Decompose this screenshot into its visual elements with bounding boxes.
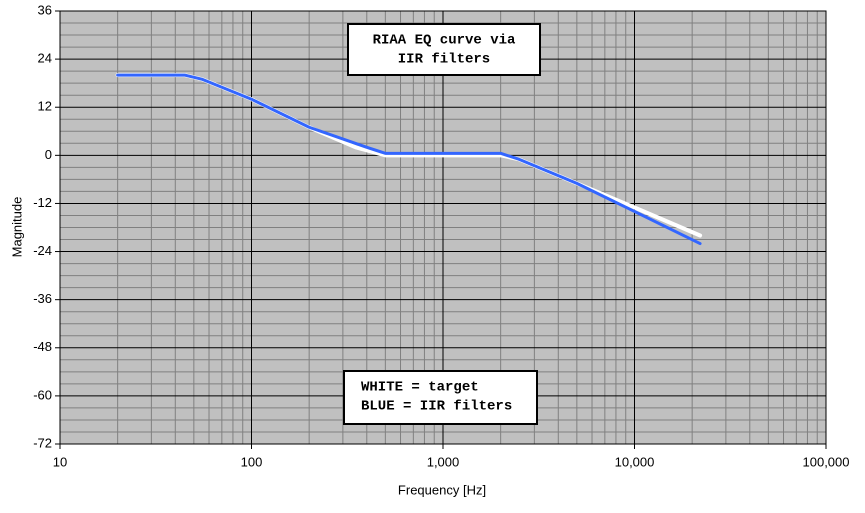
y-tick-label: -48 (33, 339, 52, 354)
annotation-text: BLUE = IIR filters (361, 399, 512, 415)
annotation-box (343, 370, 538, 425)
annotation-text: IIR filters (398, 52, 490, 68)
x-tick-label: 1,000 (427, 454, 460, 469)
lines (115, 73, 703, 246)
annotations: RIAA EQ curve via IIR filters WHITE = targ… (343, 23, 541, 425)
y-tick-label: 0 (45, 147, 52, 162)
plot-border (59, 10, 827, 445)
y-tick-label: 36 (38, 2, 52, 17)
series-line (116, 73, 702, 246)
x-tick-label: 100 (241, 454, 263, 469)
y-tick-label: -60 (33, 387, 52, 402)
y-tick-label: 12 (38, 99, 52, 114)
y-tick-label: -24 (33, 243, 52, 258)
annotation-box (347, 23, 541, 76)
y-tick-label: 24 (38, 51, 52, 66)
x-tick-label: 10 (53, 454, 67, 469)
annotation-text: RIAA EQ curve via (373, 33, 516, 49)
annotation-text: WHITE = target (361, 380, 479, 396)
y-tick-label: -36 (33, 291, 52, 306)
x-axis-label: Frequency [Hz] (398, 482, 486, 497)
x-tick-label: 10,000 (615, 454, 655, 469)
y-tick-label: -12 (33, 195, 52, 210)
y-tick-label: -72 (33, 435, 52, 450)
y-axis-label: Magnitude (9, 197, 24, 258)
x-tick-label: 100,000 (803, 454, 850, 469)
